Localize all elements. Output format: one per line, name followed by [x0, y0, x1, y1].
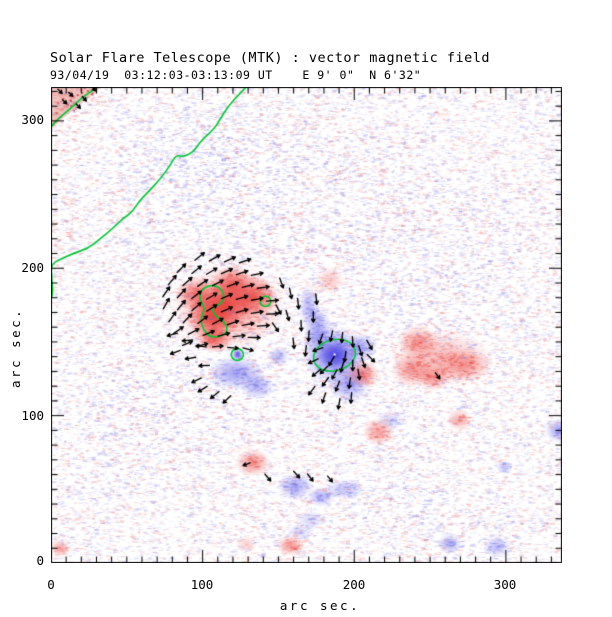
figure-subtitle: 93/04/19 03:12:03-03:13:09 UT E 9' 0" N …	[50, 68, 422, 82]
x-tick-label-1: 100	[190, 577, 214, 592]
y-tick-label-0: 0	[36, 553, 44, 568]
x-tick-label-0: 0	[47, 577, 55, 592]
x-axis-label: arc sec.	[279, 598, 361, 613]
y-tick-label-3: 300	[21, 112, 44, 127]
x-tick-label-2: 200	[342, 577, 366, 592]
x-tick-label-3: 300	[493, 577, 517, 592]
y-tick-label-1: 100	[21, 408, 44, 423]
y-tick-label-2: 200	[21, 260, 44, 275]
magnetogram-canvas	[51, 87, 562, 563]
figure-title: Solar Flare Telescope (MTK) : vector mag…	[50, 50, 491, 66]
y-axis-label: arc sec.	[8, 307, 23, 388]
